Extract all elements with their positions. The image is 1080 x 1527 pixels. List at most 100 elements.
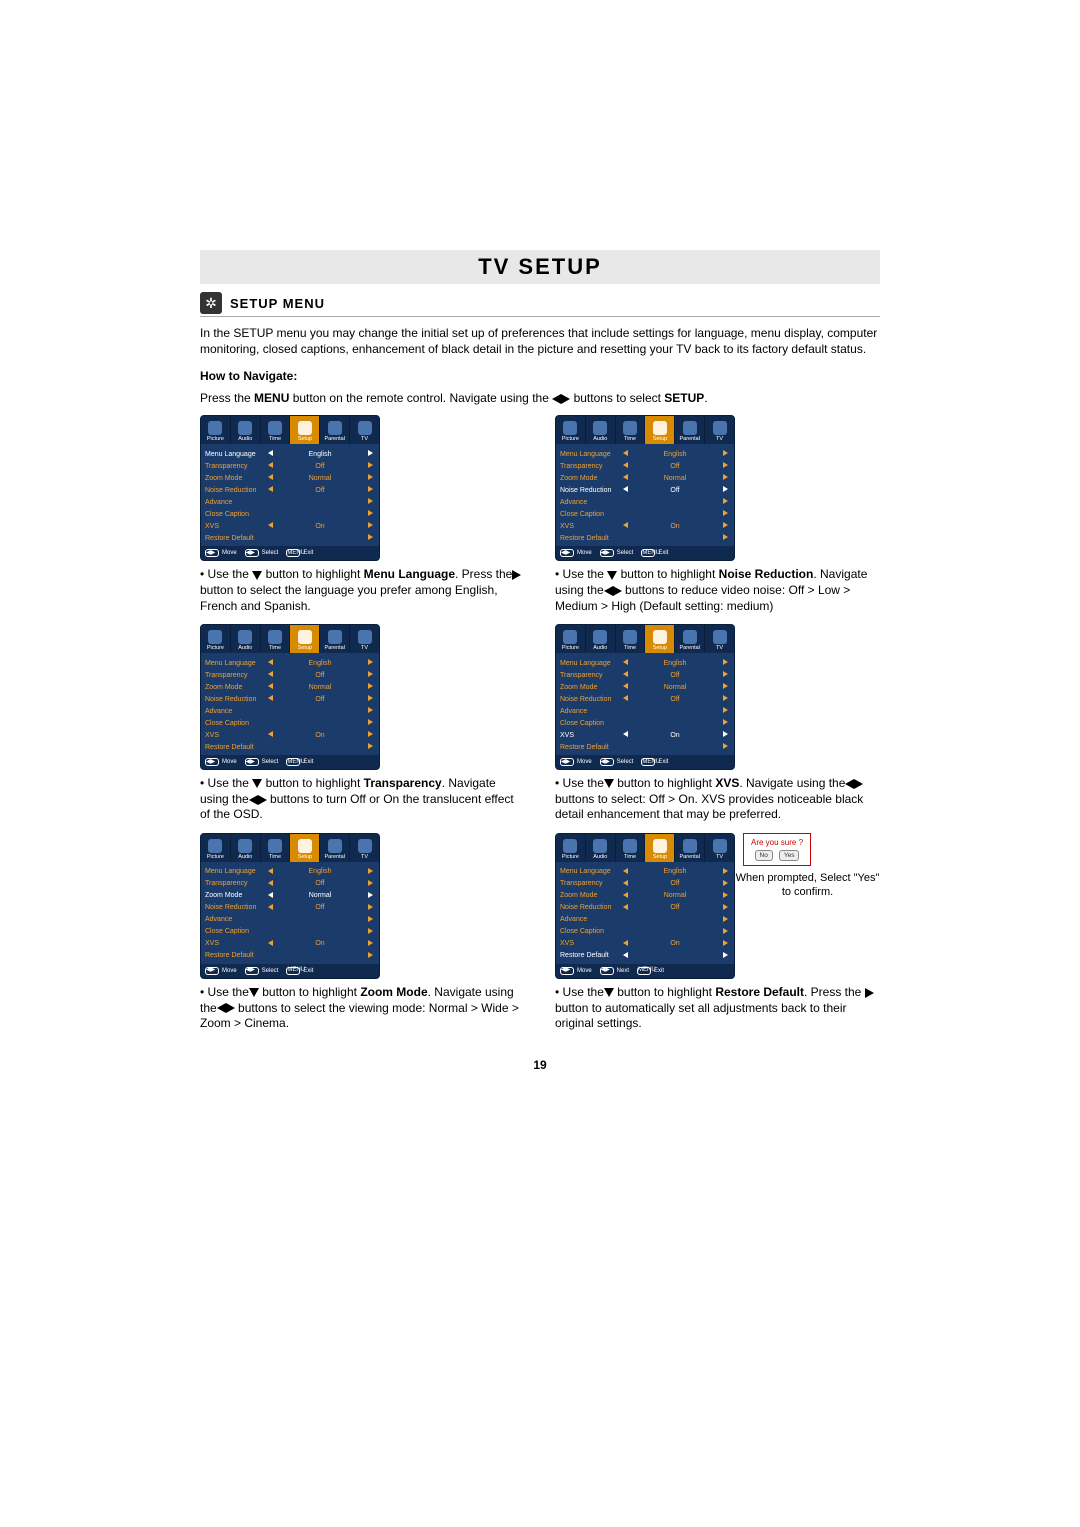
section-header: ✲ SETUP MENU [200, 292, 880, 317]
osd-row[interactable]: Advance [205, 496, 375, 508]
arrow-right-icon [365, 743, 375, 751]
row-label: Close Caption [205, 720, 265, 727]
osd-tab[interactable]: TV [705, 834, 734, 862]
osd-row[interactable]: Noise ReductionOff [205, 902, 375, 914]
osd-tab[interactable]: TV [705, 625, 734, 653]
osd-row[interactable]: Noise ReductionOff [560, 484, 730, 496]
osd-row[interactable]: Advance [560, 705, 730, 717]
osd-row[interactable]: Close Caption [560, 717, 730, 729]
osd-row[interactable]: Advance [205, 914, 375, 926]
osd-tab[interactable]: Time [261, 416, 291, 444]
osd-tab[interactable]: TV [350, 416, 379, 444]
osd-tab[interactable]: Parental [675, 416, 705, 444]
osd-row[interactable]: XVSOn [205, 938, 375, 950]
osd-row[interactable]: Restore Default [560, 741, 730, 753]
osd-tab[interactable]: Setup [645, 416, 675, 444]
osd-row[interactable]: XVSOn [560, 520, 730, 532]
osd-row[interactable]: TransparencyOff [560, 669, 730, 681]
osd-row[interactable]: Close Caption [205, 926, 375, 938]
osd-row[interactable]: Restore Default [205, 950, 375, 962]
osd-row[interactable]: XVSOn [560, 938, 730, 950]
osd-tab[interactable]: TV [350, 625, 379, 653]
osd-row[interactable]: Restore Default [560, 532, 730, 544]
osd-tab[interactable]: Picture [556, 416, 586, 444]
osd-row[interactable]: Restore Default [205, 741, 375, 753]
arrow-left-icon [620, 522, 630, 530]
osd-row[interactable]: Zoom ModeNormal [560, 681, 730, 693]
osd-row[interactable]: XVSOn [205, 520, 375, 532]
osd-row[interactable]: XVSOn [205, 729, 375, 741]
osd-row[interactable]: Zoom ModeNormal [205, 681, 375, 693]
osd-row[interactable]: TransparencyOff [560, 460, 730, 472]
osd-tab[interactable]: TV [705, 416, 734, 444]
osd-row[interactable]: Restore Default [560, 950, 730, 962]
osd-row[interactable]: TransparencyOff [205, 878, 375, 890]
osd-row[interactable]: Close Caption [205, 508, 375, 520]
osd-tab[interactable]: Parental [675, 834, 705, 862]
osd-row[interactable]: Close Caption [560, 508, 730, 520]
osd-tab[interactable]: Setup [645, 834, 675, 862]
osd-row[interactable]: Zoom ModeNormal [560, 472, 730, 484]
osd-tab[interactable]: Audio [586, 834, 616, 862]
osd-row[interactable]: Advance [205, 705, 375, 717]
footer-label: Move [222, 759, 237, 765]
osd-tab[interactable]: Audio [231, 834, 261, 862]
osd-tab[interactable]: Picture [556, 625, 586, 653]
osd-row[interactable]: Noise ReductionOff [205, 693, 375, 705]
osd-row[interactable]: TransparencyOff [205, 669, 375, 681]
row-value: Off [630, 463, 720, 470]
osd-tab[interactable]: Parental [320, 625, 350, 653]
osd-tab[interactable]: Picture [201, 834, 231, 862]
osd-tab[interactable]: Audio [231, 625, 261, 653]
t: • Use the [555, 985, 604, 999]
osd-tab[interactable]: Parental [675, 625, 705, 653]
osd-row[interactable]: Zoom ModeNormal [205, 890, 375, 902]
osd-row[interactable]: Menu LanguageEnglish [560, 866, 730, 878]
osd-tab[interactable]: Picture [556, 834, 586, 862]
osd-tab[interactable]: Setup [290, 625, 320, 653]
osd-row[interactable]: Close Caption [560, 926, 730, 938]
osd-row[interactable]: Menu LanguageEnglish [205, 657, 375, 669]
row-value: Off [275, 904, 365, 911]
tab-icon [713, 421, 727, 435]
osd-tab[interactable]: Parental [320, 834, 350, 862]
osd-tab[interactable]: Time [616, 416, 646, 444]
osd-tab[interactable]: Time [616, 625, 646, 653]
osd-row[interactable]: Menu LanguageEnglish [560, 657, 730, 669]
osd-tab[interactable]: Time [616, 834, 646, 862]
osd-row[interactable]: Advance [560, 914, 730, 926]
row-value: English [275, 660, 365, 667]
osd-row[interactable]: Menu LanguageEnglish [205, 448, 375, 460]
osd-tab[interactable]: TV [350, 834, 379, 862]
osd-row[interactable]: Menu LanguageEnglish [560, 448, 730, 460]
osd-row[interactable]: Noise ReductionOff [205, 484, 375, 496]
osd-tab[interactable]: Setup [645, 625, 675, 653]
arrow-left-icon [620, 671, 630, 679]
osd-tab[interactable]: Picture [201, 416, 231, 444]
arrow-right-icon [365, 510, 375, 518]
no-button[interactable]: No [755, 850, 773, 861]
osd-tab[interactable]: Setup [290, 416, 320, 444]
osd-row[interactable]: XVSOn [560, 729, 730, 741]
row-1: PictureAudioTimeSetupParentalTVMenu Lang… [200, 415, 880, 561]
osd-row[interactable]: TransparencyOff [560, 878, 730, 890]
osd-row[interactable]: Menu LanguageEnglish [205, 866, 375, 878]
osd-row[interactable]: Advance [560, 496, 730, 508]
osd-row[interactable]: TransparencyOff [205, 460, 375, 472]
osd-tab[interactable]: Setup [290, 834, 320, 862]
osd-row[interactable]: Close Caption [205, 717, 375, 729]
yes-button[interactable]: Yes [779, 850, 800, 861]
osd-tab[interactable]: Time [261, 625, 291, 653]
osd-row[interactable]: Restore Default [205, 532, 375, 544]
osd-tab[interactable]: Audio [586, 625, 616, 653]
row-label: Transparency [560, 880, 620, 887]
osd-row[interactable]: Zoom ModeNormal [560, 890, 730, 902]
osd-row[interactable]: Noise ReductionOff [560, 693, 730, 705]
osd-row[interactable]: Noise ReductionOff [560, 902, 730, 914]
osd-tab[interactable]: Audio [231, 416, 261, 444]
osd-tab[interactable]: Picture [201, 625, 231, 653]
osd-row[interactable]: Zoom ModeNormal [205, 472, 375, 484]
osd-tab[interactable]: Time [261, 834, 291, 862]
osd-tab[interactable]: Parental [320, 416, 350, 444]
osd-tab[interactable]: Audio [586, 416, 616, 444]
